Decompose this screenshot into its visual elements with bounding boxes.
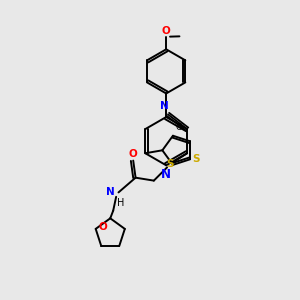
Text: S: S [192,154,200,164]
Text: S: S [166,159,174,170]
Text: N: N [106,188,115,197]
Text: O: O [129,149,138,159]
Text: C: C [176,122,182,131]
Text: H: H [117,198,124,208]
Text: O: O [162,26,171,36]
Text: O: O [98,222,107,233]
Text: N: N [160,101,169,111]
Text: N: N [161,168,171,181]
